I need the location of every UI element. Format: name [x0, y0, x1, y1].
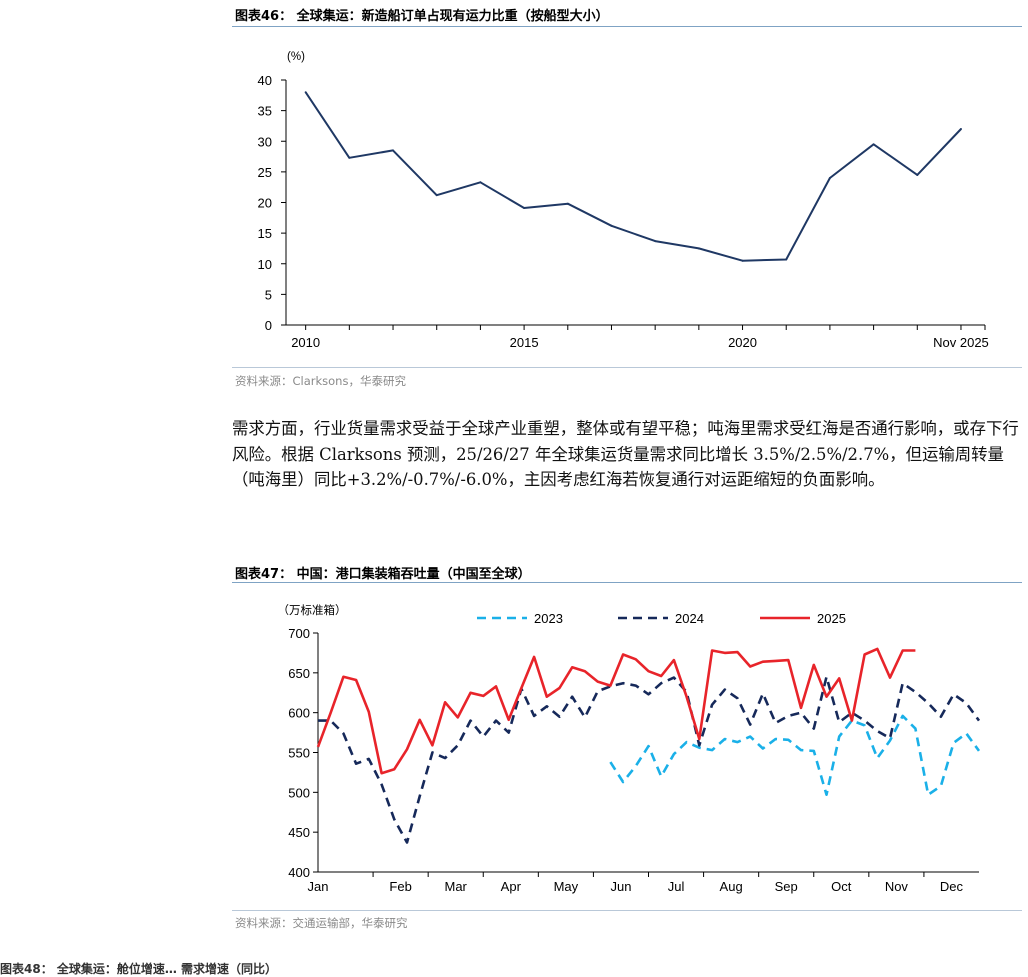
chart46-point	[304, 91, 307, 94]
chart46-y-tick-label: 30	[258, 134, 272, 149]
chart46-x-tick-label: 2020	[728, 335, 757, 350]
chart47-x-tick-label: Mar	[445, 879, 468, 894]
chart46-point	[435, 194, 438, 197]
chart47-series-2023	[609, 714, 981, 796]
chart47-x-tick-label: May	[554, 879, 579, 894]
chart47-x-tick-label: Aug	[720, 879, 743, 894]
chart47-x-tick-label: Jan	[308, 879, 329, 894]
chart47-x-tick-label: Feb	[389, 879, 411, 894]
chart46-y-tick-label: 0	[265, 318, 272, 333]
chart46-point	[959, 128, 962, 130]
chart47-x-tick-label: Sep	[775, 879, 798, 894]
chart46-y-tick-label: 15	[258, 226, 272, 241]
chart46-point	[610, 224, 613, 227]
chart47-y-tick-label: 650	[288, 666, 310, 681]
chart46-point	[654, 240, 657, 243]
figure47-title: 图表47： 中国：港口集装箱吞吐量（中国至全球）	[235, 567, 531, 582]
chart47-x-tick-label: Jul	[668, 879, 685, 894]
chart47-x-tick-label: Nov	[885, 879, 909, 894]
chart46-y-tick-label: 40	[258, 73, 272, 88]
chart46-point	[348, 156, 351, 159]
chart46-point	[785, 258, 788, 261]
chart47: 400 450 500 550 600 650 700 Jan Feb Mar Apr May Jun J…	[278, 603, 981, 894]
chart47-legend: 2023 2024 2025	[477, 611, 846, 626]
chart46-point	[916, 173, 919, 176]
figure47-source: 资料来源：交通运输部，华泰研究	[235, 916, 408, 930]
chart47-x-tick-label: Apr	[501, 879, 522, 894]
chart47-x-tick-label: Jun	[610, 879, 631, 894]
chart46-y-unit: (%)	[287, 51, 305, 63]
figure46-title: 图表46： 全球集运：新造船订单占现有运力比重（按船型大小）	[235, 9, 609, 24]
figure46-bottom-rule	[232, 367, 1022, 368]
chart46-point	[566, 202, 569, 205]
chart46-y-tick-label: 10	[258, 257, 272, 272]
body-paragraph: 需求方面，行业货量需求受益于全球产业重塑，整体或有望平稳；吨海里需求受红海是否通…	[232, 416, 1024, 493]
chart47-axes	[313, 632, 979, 877]
figure46-source: 资料来源：Clarksons，华泰研究	[235, 374, 406, 388]
chart47-y-tick-label: 600	[288, 706, 310, 721]
figure47-bottom-rule	[232, 910, 1022, 911]
chart46-y-tick-label: 20	[258, 196, 272, 211]
chart46-series-line	[304, 91, 962, 262]
chart46-x-tick-label: 2010	[291, 335, 320, 350]
chart46-point	[872, 143, 875, 146]
figure46-top-rule	[232, 26, 1022, 27]
chart47-y-tick-label: 400	[288, 865, 310, 880]
chart47-tick-labels: 400 450 500 550 600 650 700 Jan Feb Mar Apr May Jun J…	[288, 626, 963, 894]
chart47-x-tick-label: Dec	[940, 879, 964, 894]
chart46-y-tick-label: 5	[265, 287, 272, 302]
chart46-point	[828, 177, 831, 179]
chart46-axes	[281, 79, 986, 330]
chart47-y-tick-label: 450	[288, 825, 310, 840]
body-paragraph-text: 需求方面，行业货量需求受益于全球产业重塑，整体或有望平稳；吨海里需求受红海是否通…	[232, 419, 1019, 489]
chart46-y-tick-label: 35	[258, 104, 272, 119]
chart47-y-tick-label: 500	[288, 785, 310, 800]
figure48-title-cut: 图表48： 全球集运：舱位增速… 需求增速（同比）	[0, 962, 278, 976]
chart47-legend-label-2023: 2023	[534, 611, 563, 626]
chart46-x-tick-label: 2015	[510, 335, 539, 350]
chart47-y-unit: （万标准箱）	[278, 603, 347, 617]
chart47-series	[316, 647, 981, 844]
chart46-point	[392, 149, 395, 152]
chart46-series	[304, 91, 962, 262]
chart46: 0 5 10 15 20 25 30 35 40 2010 2015 2020 Nov 2025 (%)	[258, 51, 989, 350]
chart46-point	[479, 181, 482, 184]
chart47-y-tick-label: 550	[288, 746, 310, 761]
chart47-x-tick-label: Oct	[831, 879, 852, 894]
chart46-point	[697, 247, 700, 250]
chart47-series-2024	[318, 675, 981, 844]
chart47-legend-label-2024: 2024	[675, 611, 704, 626]
chart46-point	[523, 207, 526, 210]
chart47-y-tick-label: 700	[288, 626, 310, 641]
chart46-y-tick-label: 25	[258, 165, 272, 180]
figure47-top-rule	[232, 582, 1022, 583]
chart46-x-tick-label: Nov 2025	[933, 335, 989, 350]
chart47-legend-label-2025: 2025	[817, 611, 846, 626]
chart46-point	[741, 259, 744, 262]
chart47-series-2025	[316, 647, 916, 775]
chart46-tick-labels: 0 5 10 15 20 25 30 35 40 2010 2015 2020 Nov 2025	[258, 73, 989, 350]
